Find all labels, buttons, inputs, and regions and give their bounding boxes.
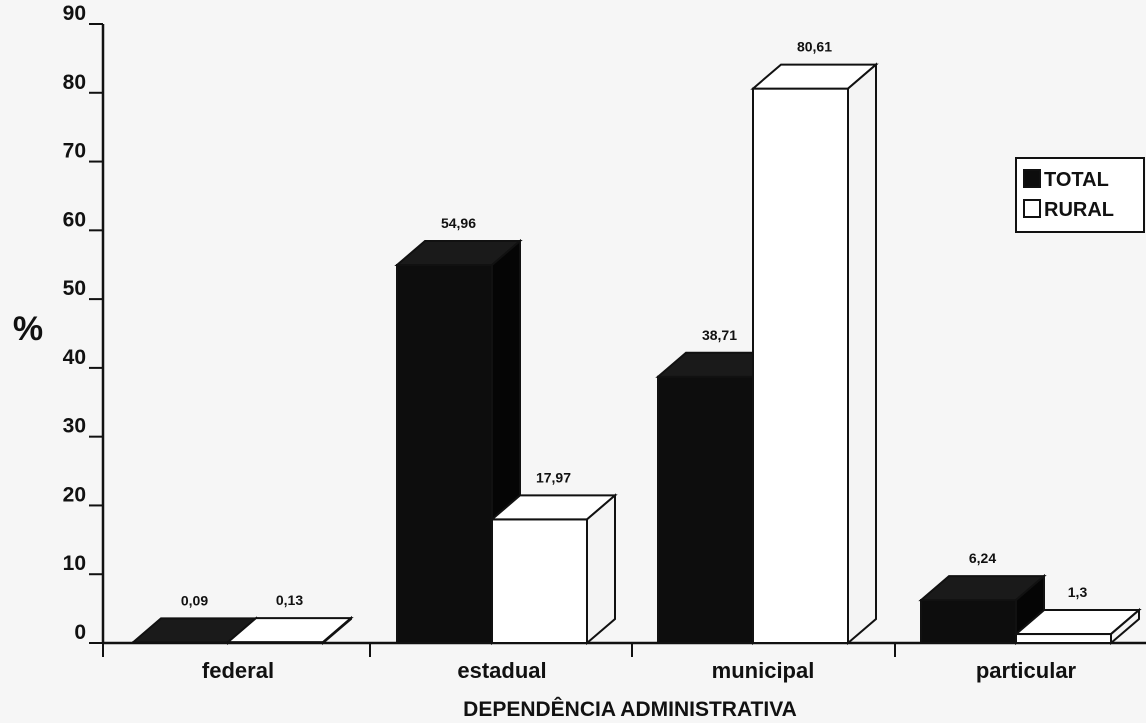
legend-swatch-total [1023,169,1041,188]
bar-rural-side [586,493,616,646]
y-tick-label: 40 [63,346,86,369]
bar-rural [750,62,879,646]
data-label: 0,13 [276,592,303,608]
bar-rural-side [322,615,352,646]
y-tick-label: 50 [63,277,86,300]
x-category-label: estadual [457,658,546,683]
data-label: 54,96 [441,215,476,231]
labels: 0,09 0,13 54,96 17,97 38,71 80,61 6,24 1,3 [181,39,1088,609]
y-tick-label: 20 [63,483,86,506]
y-axis-title: % [13,310,43,348]
bar-rural-front [1015,633,1112,645]
bar-total-front [920,599,1017,644]
axes: 0 10 20 30 40 50 60 70 80 90 federal estadual munici… [13,2,1146,721]
y-tick-label: 10 [63,552,86,575]
legend-swatch-rural [1023,199,1041,218]
bar-rural-side [1110,607,1140,646]
data-label: 17,97 [536,469,571,485]
bar-rural [1013,607,1142,646]
bar-rural-front [752,87,849,644]
x-category-label: federal [202,658,274,683]
y-tick-label: 90 [63,2,86,25]
bars [130,62,1142,646]
legend: TOTAL RURAL [1015,157,1145,233]
x-category-label: municipal [712,658,815,683]
bar-rural-front [491,518,588,644]
data-label: 6,24 [969,550,996,566]
y-tick-label: 0 [74,621,86,644]
bar-total-front [396,263,493,644]
y-tick-label: 80 [63,71,86,94]
y-tick-label: 70 [63,140,86,163]
bar-rural-side [847,62,877,646]
data-label: 0,09 [181,592,208,608]
data-label: 38,71 [702,327,737,343]
bar-rural [489,493,618,646]
x-axis-title: DEPENDÊNCIA ADMINISTRATIVA [463,697,797,721]
bar-total [918,573,1047,646]
bar-total-front [657,375,754,644]
legend-label-total: TOTAL [1044,169,1109,191]
x-category-label: particular [976,658,1077,683]
bar-rural [225,615,354,646]
data-label: 1,3 [1068,584,1088,600]
y-tick-label: 60 [63,208,86,231]
y-tick-label: 30 [63,415,86,438]
data-label: 80,61 [797,39,832,55]
legend-label-rural: RURAL [1044,199,1114,221]
